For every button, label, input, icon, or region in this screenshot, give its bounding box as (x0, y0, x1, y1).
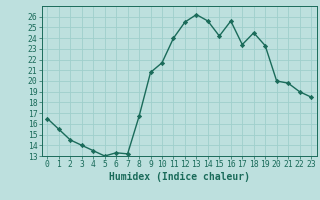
X-axis label: Humidex (Indice chaleur): Humidex (Indice chaleur) (109, 172, 250, 182)
